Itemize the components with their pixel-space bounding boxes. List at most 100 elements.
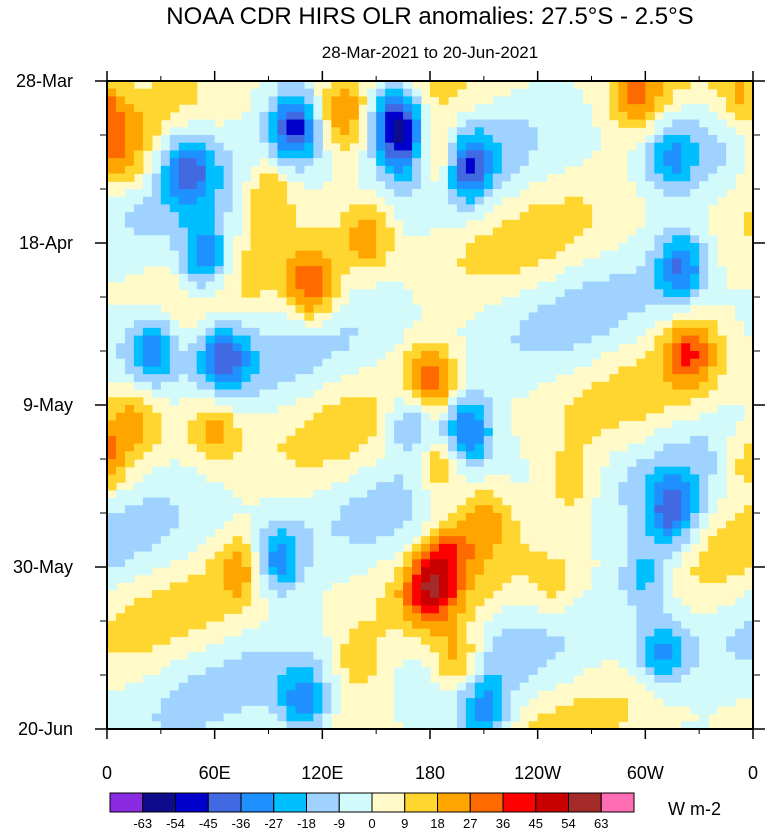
anomaly-cell [456, 119, 467, 128]
anomaly-cell [654, 250, 664, 260]
anomaly-cell [528, 312, 539, 321]
anomaly-cell [259, 543, 270, 553]
anomaly-cell [133, 304, 144, 314]
anomaly-cell [187, 266, 198, 275]
anomaly-cell [304, 281, 314, 290]
anomaly-cell [259, 181, 270, 190]
anomaly-cell [501, 435, 512, 445]
anomaly-cell [340, 574, 350, 584]
anomaly-cell [304, 513, 314, 522]
anomaly-cell [340, 543, 350, 553]
anomaly-cell [376, 351, 386, 360]
anomaly-cell [699, 150, 709, 159]
anomaly-cell [133, 96, 144, 105]
anomaly-cell [286, 289, 297, 298]
anomaly-cell [403, 698, 413, 707]
anomaly-cell [107, 243, 117, 252]
anomaly-cell [107, 219, 117, 229]
anomaly-cell [609, 88, 620, 98]
anomaly-cell [636, 651, 646, 661]
anomaly-cell [187, 381, 198, 391]
anomaly-cell [313, 675, 323, 684]
anomaly-cell [519, 289, 530, 298]
anomaly-cell [286, 381, 297, 391]
anomaly-cell [708, 173, 718, 182]
anomaly-cell [142, 690, 153, 699]
anomaly-cell [178, 281, 189, 290]
anomaly-cell [394, 320, 404, 329]
anomaly-cell [474, 343, 485, 352]
anomaly-cell [672, 667, 682, 676]
anomaly-cell [268, 96, 279, 105]
anomaly-cell [663, 204, 673, 213]
anomaly-cell [501, 705, 512, 715]
anomaly-cell [394, 489, 404, 499]
anomaly-cell [627, 165, 637, 175]
anomaly-cell [438, 189, 449, 198]
anomaly-cell [699, 428, 709, 437]
anomaly-cell [107, 351, 117, 360]
anomaly-cell [501, 165, 512, 175]
anomaly-cell [564, 119, 575, 128]
anomaly-cell [385, 482, 395, 491]
anomaly-cell [726, 88, 736, 98]
anomaly-cell [430, 682, 440, 692]
anomaly-cell [124, 451, 135, 460]
anomaly-cell [385, 582, 395, 591]
anomaly-cell [456, 605, 467, 614]
anomaly-cell [107, 135, 117, 144]
anomaly-cell [474, 389, 485, 398]
anomaly-cell [367, 543, 377, 553]
anomaly-cell [537, 111, 548, 121]
anomaly-cell [403, 574, 413, 584]
anomaly-cell [286, 219, 297, 229]
anomaly-cell [447, 721, 458, 730]
anomaly-cell [735, 628, 745, 638]
anomaly-cell [268, 713, 279, 722]
anomaly-cell [600, 297, 611, 306]
anomaly-cell [726, 543, 736, 553]
anomaly-cell [160, 358, 171, 368]
anomaly-cell [474, 513, 485, 522]
anomaly-cell [286, 636, 297, 645]
anomaly-cell [277, 613, 288, 622]
anomaly-cell [519, 312, 530, 321]
anomaly-cell [465, 513, 476, 522]
anomaly-cell [627, 397, 637, 406]
anomaly-cell [465, 158, 476, 167]
anomaly-cell [376, 466, 386, 476]
anomaly-cell [600, 590, 611, 599]
anomaly-cell [331, 358, 341, 368]
anomaly-cell [510, 135, 521, 144]
anomaly-cell [124, 189, 135, 198]
anomaly-cell [564, 443, 575, 452]
anomaly-cell [663, 358, 673, 368]
anomaly-cell [519, 135, 530, 144]
anomaly-cell [600, 528, 611, 537]
anomaly-cell [394, 189, 404, 198]
anomaly-cell [555, 273, 566, 283]
anomaly-cell [663, 482, 673, 491]
anomaly-cell [151, 428, 162, 437]
anomaly-cell [492, 536, 503, 545]
anomaly-cell [169, 690, 180, 699]
anomaly-cell [196, 219, 207, 229]
anomaly-cell [358, 497, 368, 506]
anomaly-cell [169, 667, 180, 676]
anomaly-cell [681, 690, 691, 699]
anomaly-cell [690, 520, 700, 530]
anomaly-cell [403, 96, 413, 105]
anomaly-cell [483, 520, 494, 530]
anomaly-cell [627, 536, 637, 545]
anomaly-cell [421, 389, 431, 398]
anomaly-cell [115, 135, 126, 144]
anomaly-cell [142, 258, 153, 267]
anomaly-cell [142, 135, 153, 144]
anomaly-cell [304, 590, 314, 599]
anomaly-cell [618, 489, 628, 499]
anomaly-cell [672, 466, 682, 476]
anomaly-cell [349, 505, 359, 514]
anomaly-cell [250, 667, 261, 676]
anomaly-cell [717, 621, 727, 630]
anomaly-cell [465, 320, 476, 329]
